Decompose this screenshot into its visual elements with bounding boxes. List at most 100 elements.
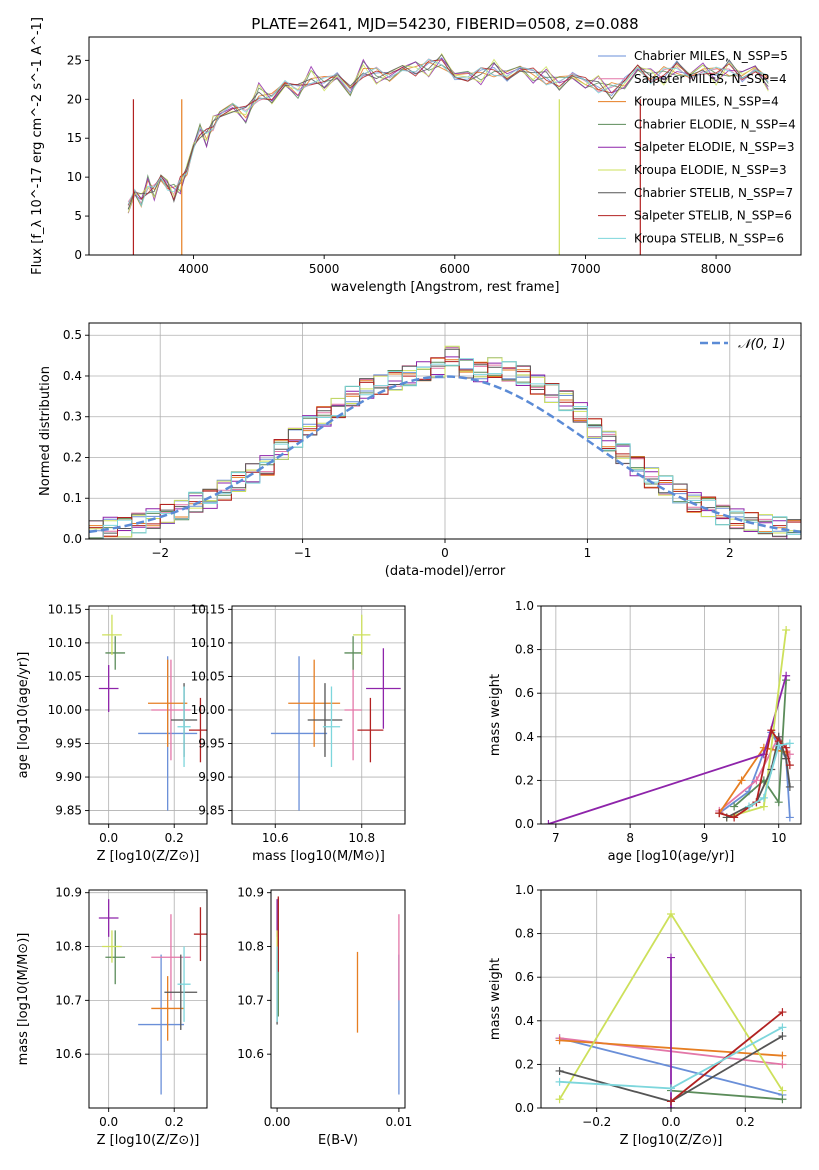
weight-marker xyxy=(667,909,675,918)
weight-marker xyxy=(782,625,791,634)
weight-marker xyxy=(778,1051,787,1060)
weight-marker xyxy=(555,1036,564,1045)
x-axis-label: age [log10(age/yr)] xyxy=(608,849,735,864)
x-axis-label: E(B-V) xyxy=(318,1133,358,1148)
legend-label: Salpeter MILES, N_SSP=4 xyxy=(634,72,787,86)
residual-histogram-panel: −2 −1 0 1 2 0.0 0.1 0.2 0.3 0.4 0.5 (data-model)/er… xyxy=(38,322,802,579)
y-tick-label: 5 xyxy=(74,209,82,223)
y-tick-label: 10.15 xyxy=(48,602,82,616)
y-tick-label: 9.90 xyxy=(55,770,82,784)
y-tick-label: 0.4 xyxy=(63,369,82,383)
axes-frame xyxy=(88,36,802,256)
gaussian-legend: 𝒩(0, 1) xyxy=(700,337,785,352)
y-axis-label: mass weight xyxy=(488,674,503,756)
y-tick-label: 0.4 xyxy=(515,1014,534,1028)
mass-vs-z-panel: 0.0 0.2 10.6 10.7 10.8 10.9 Z [log10(Z/Z⊙)] mas… xyxy=(16,886,208,1148)
legend-label: Salpeter ELODIE, N_SSP=3 xyxy=(634,140,795,154)
weight-marker xyxy=(778,1032,787,1041)
weight-vs-age-panel: 7 8 9 10 0.0 0.2 0.4 0.6 0.8 1.0 age [log10(age/yr… xyxy=(488,599,802,864)
chart-title: PLATE=2641, MJD=54230, FIBERID=0508, z=0… xyxy=(251,15,638,33)
y-tick-label: 9.85 xyxy=(55,804,82,818)
y-tick-label: 0.0 xyxy=(515,817,534,831)
x-tick-label: 0.2 xyxy=(165,1115,184,1129)
y-tick-label: 10.00 xyxy=(191,703,225,717)
plot-area xyxy=(98,899,207,1095)
x-tick-label: 0.0 xyxy=(661,1115,680,1129)
histogram-step xyxy=(89,358,801,539)
weight-marker xyxy=(785,761,794,770)
x-tick-label: 0.00 xyxy=(264,1115,291,1129)
x-tick-label: 10 xyxy=(771,831,786,845)
y-axis-label: mass weight xyxy=(488,958,503,1040)
y-tick-label: 0.6 xyxy=(515,970,534,984)
weight-marker xyxy=(785,813,794,822)
y-tick-label: 0.2 xyxy=(515,1057,534,1071)
y-tick-label: 10 xyxy=(67,170,82,184)
y-tick-label: 0.2 xyxy=(515,773,534,787)
x-axis-label: Z [log10(Z/Z⊙)] xyxy=(97,849,200,864)
y-tick-label: 0.0 xyxy=(515,1101,534,1115)
y-tick-label: 10.9 xyxy=(55,886,82,900)
mass-vs-ebv-panel: 0.00 0.01 10.6 10.7 10.8 10.9 E(B-V) xyxy=(237,886,412,1148)
y-tick-label: 10.8 xyxy=(55,940,82,954)
weight-marker xyxy=(667,953,675,962)
y-tick-label: 0.8 xyxy=(515,927,534,941)
plot-area xyxy=(555,909,787,1108)
x-tick-label: 0.0 xyxy=(99,831,118,845)
axes-frame xyxy=(270,889,406,1109)
weight-marker xyxy=(767,726,776,735)
y-tick-label: 0 xyxy=(74,248,82,262)
axes-frame xyxy=(540,605,802,825)
y-tick-label: 10.6 xyxy=(237,1047,264,1061)
legend-label: Kroupa STELIB, N_SSP=6 xyxy=(634,231,784,245)
weight-marker xyxy=(785,739,794,748)
spectrum-legend: Chabrier MILES, N_SSP=5 Salpeter MILES, N… xyxy=(598,49,796,245)
x-tick-label: 10.8 xyxy=(348,831,375,845)
weight-marker xyxy=(782,671,791,680)
x-axis-label: Z [log10(Z/Z⊙)] xyxy=(97,1133,200,1148)
y-axis-label: mass [log10(M/M⊙)] xyxy=(16,933,31,1066)
weight-marker xyxy=(667,1084,675,1093)
y-tick-label: 10.10 xyxy=(48,636,82,650)
y-tick-label: 25 xyxy=(67,53,82,67)
x-axis-label: (data-model)/error xyxy=(385,564,506,579)
weight-vs-z-panel: −0.2 0.0 0.2 0.0 0.2 0.4 0.6 0.8 1.0 Z [log10(Z/Z… xyxy=(488,883,802,1148)
axes-frame xyxy=(231,605,406,825)
y-tick-label: 9.95 xyxy=(55,737,82,751)
x-tick-label: 0 xyxy=(441,546,449,560)
age-vs-mass-panel: 10.6 10.8 9.85 9.90 9.95 10.00 10.05 10.10 10.15… xyxy=(191,602,406,864)
weight-line xyxy=(548,675,787,824)
weight-line xyxy=(748,742,791,808)
plot-area xyxy=(544,625,794,824)
y-tick-label: 10.7 xyxy=(55,993,82,1007)
x-tick-label: 1 xyxy=(584,546,592,560)
y-tick-label: 10.00 xyxy=(48,703,82,717)
weight-marker xyxy=(715,809,724,818)
x-tick-label: −1 xyxy=(294,546,312,560)
plot-area xyxy=(270,614,401,811)
y-tick-label: 10.8 xyxy=(237,940,264,954)
weight-marker xyxy=(737,776,746,785)
weight-marker xyxy=(782,743,791,752)
weight-marker xyxy=(778,1023,787,1032)
legend-label: Chabrier MILES, N_SSP=5 xyxy=(634,49,788,63)
x-tick-label: 7000 xyxy=(570,262,601,276)
y-tick-label: 0.5 xyxy=(63,328,82,342)
x-tick-label: 2 xyxy=(726,546,734,560)
x-tick-label: 7 xyxy=(552,831,560,845)
y-tick-label: 0.3 xyxy=(63,410,82,424)
weight-marker xyxy=(778,1008,787,1017)
y-tick-label: 10.6 xyxy=(55,1047,82,1061)
weight-marker xyxy=(730,813,739,822)
weight-marker xyxy=(778,1086,787,1095)
x-tick-label: −0.2 xyxy=(582,1115,611,1129)
y-tick-label: 9.95 xyxy=(198,737,225,751)
axes-frame xyxy=(88,605,208,825)
x-tick-label: 0.01 xyxy=(386,1115,413,1129)
y-tick-label: 0.8 xyxy=(515,643,534,657)
histogram-step xyxy=(89,357,801,537)
weight-marker xyxy=(778,1095,787,1104)
y-tick-label: 9.90 xyxy=(198,770,225,784)
weight-marker xyxy=(778,1060,787,1069)
y-tick-label: 9.85 xyxy=(198,804,225,818)
